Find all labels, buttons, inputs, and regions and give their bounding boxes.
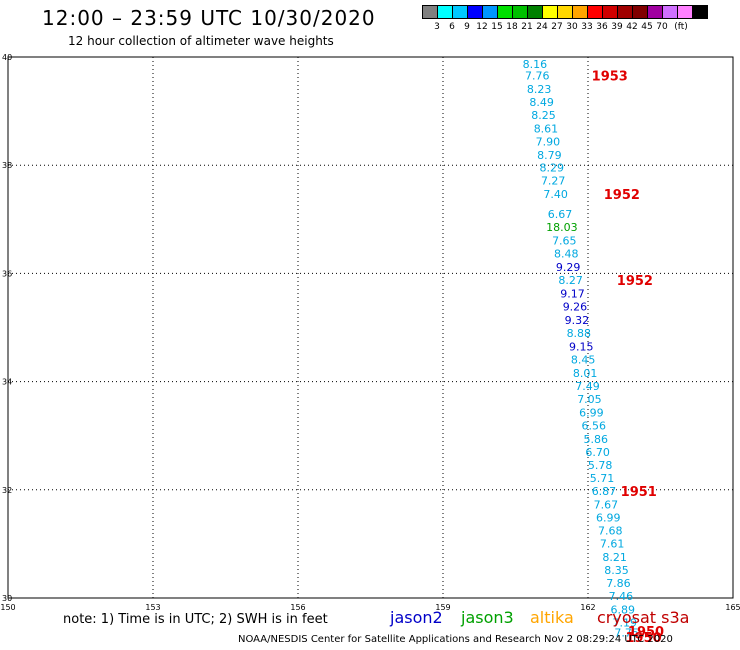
wave-height-label: 6.99 [579, 406, 604, 419]
wave-height-label: 7.75 [614, 627, 639, 640]
wave-height-label: 9.26 [563, 300, 588, 313]
y-tick-label: 38 [2, 161, 12, 170]
wave-height-label: 8.16 [523, 58, 548, 71]
satellite-legend-jason3: jason3 [461, 608, 514, 627]
footer-credit: NOAA/NESDIS Center for Satellite Applica… [238, 634, 673, 645]
x-tick-label: 153 [145, 603, 160, 612]
color-scale-label: 9 [464, 22, 470, 32]
wave-height-label: 9.15 [569, 340, 594, 353]
wave-height-label: 9.29 [556, 261, 581, 274]
color-scale-label: 27 [551, 22, 563, 32]
wave-height-label: 8.35 [604, 564, 629, 577]
x-tick-label: 150 [0, 603, 15, 612]
color-scale-label: 42 [626, 22, 638, 32]
color-scale-label: 6 [449, 22, 455, 32]
wave-height-label: 5.71 [590, 472, 615, 485]
color-scale-label: 39 [611, 22, 623, 32]
wave-height-label: 5.86 [583, 433, 608, 446]
wave-height-label: 7.86 [606, 577, 631, 590]
color-scale-label: 30 [566, 22, 578, 32]
wave-height-label: 8.21 [602, 551, 627, 564]
wave-height-label: 7.68 [598, 524, 623, 537]
wave-height-label: 6.89 [611, 603, 636, 616]
color-scale-label: 15 [491, 22, 503, 32]
wave-height-label: 7.46 [609, 590, 634, 603]
time-annotation: 1952 [604, 188, 640, 203]
chart-title: 12:00 – 23:59 UTC 10/30/2020 [42, 6, 376, 30]
color-scale-label: 36 [596, 22, 608, 32]
wave-height-label: 7.49 [575, 380, 600, 393]
wave-height-label: 6.70 [585, 446, 610, 459]
wave-height-label: 6.87 [592, 485, 617, 498]
color-scale-swatch [692, 5, 708, 19]
wave-height-label: 7.90 [536, 135, 561, 148]
chart-subtitle: 12 hour collection of altimeter wave hei… [68, 34, 334, 48]
time-annotation: 1950 [625, 631, 661, 646]
wave-height-label: 6.56 [582, 419, 607, 432]
y-tick-label: 36 [2, 269, 12, 278]
y-tick-label: 32 [2, 486, 12, 495]
wave-height-label: 6.99 [596, 511, 621, 524]
time-annotation: 1953 [592, 69, 628, 84]
y-tick-label: 40 [2, 53, 12, 62]
color-scale-label: 3 [434, 22, 440, 32]
wave-height-label: 18.03 [546, 221, 578, 234]
satellite-legend-jason2: jason2 [390, 608, 443, 627]
wave-height-label: 8.27 [558, 274, 583, 287]
wave-height-label: 7.40 [543, 188, 568, 201]
x-tick-label: 162 [580, 603, 595, 612]
wave-height-label: 7.76 [525, 69, 550, 82]
wave-height-label: 8.25 [531, 109, 556, 122]
wave-height-label: 8.01 [573, 367, 598, 380]
time-annotation: 1952 [617, 274, 653, 289]
wave-height-label: 8.61 [534, 122, 559, 135]
x-tick-label: 156 [290, 603, 305, 612]
color-scale-bar [422, 5, 708, 19]
wave-height-label: 7.19 [612, 616, 637, 629]
units-note: note: 1) Time is in UTC; 2) SWH is in fe… [63, 612, 328, 627]
wave-height-label: 5.78 [588, 459, 613, 472]
wave-height-label: 7.65 [552, 234, 577, 247]
wave-height-label: 7.27 [541, 174, 566, 187]
wave-height-label: 8.79 [537, 149, 562, 162]
color-scale-label: 21 [521, 22, 533, 32]
wave-height-label: 8.29 [540, 161, 565, 174]
wave-height-label: 8.48 [554, 247, 579, 260]
y-tick-label: 34 [2, 378, 12, 387]
time-annotation: 1950 [628, 625, 664, 640]
wave-height-label: 8.49 [529, 96, 554, 109]
wave-height-label: 8.88 [567, 327, 592, 340]
color-scale-label: 70 [656, 22, 668, 32]
wave-height-label: 8.23 [527, 83, 552, 96]
wave-height-label: 7.61 [600, 537, 625, 550]
color-scale-labels: 3 6 9 12 15 18 21 24 27 30 33 36 39 42 45 70 (ft) [422, 22, 740, 34]
wave-height-label: 7.67 [594, 498, 619, 511]
wave-height-label: 8.45 [571, 353, 596, 366]
color-scale-label: 12 [476, 22, 488, 32]
color-scale-label: (ft) [674, 22, 688, 32]
x-tick-label: 159 [435, 603, 450, 612]
wave-height-label: 6.67 [548, 208, 573, 221]
wave-height-label: 9.17 [560, 287, 585, 300]
wave-height-label: 7.05 [577, 393, 602, 406]
x-tick-label: 165 [725, 603, 740, 612]
satellite-legend-altika: altika [530, 608, 574, 627]
satellite-legend-cryosat: cryosat s3a [597, 608, 690, 627]
plot-frame [7, 56, 734, 599]
wave-height-label: 9.32 [565, 314, 590, 327]
color-scale-label: 45 [641, 22, 653, 32]
time-annotation: 1951 [621, 485, 657, 500]
color-scale-label: 33 [581, 22, 593, 32]
color-scale-label: 24 [536, 22, 548, 32]
y-tick-label: 30 [2, 594, 12, 603]
color-scale-label: 18 [506, 22, 518, 32]
